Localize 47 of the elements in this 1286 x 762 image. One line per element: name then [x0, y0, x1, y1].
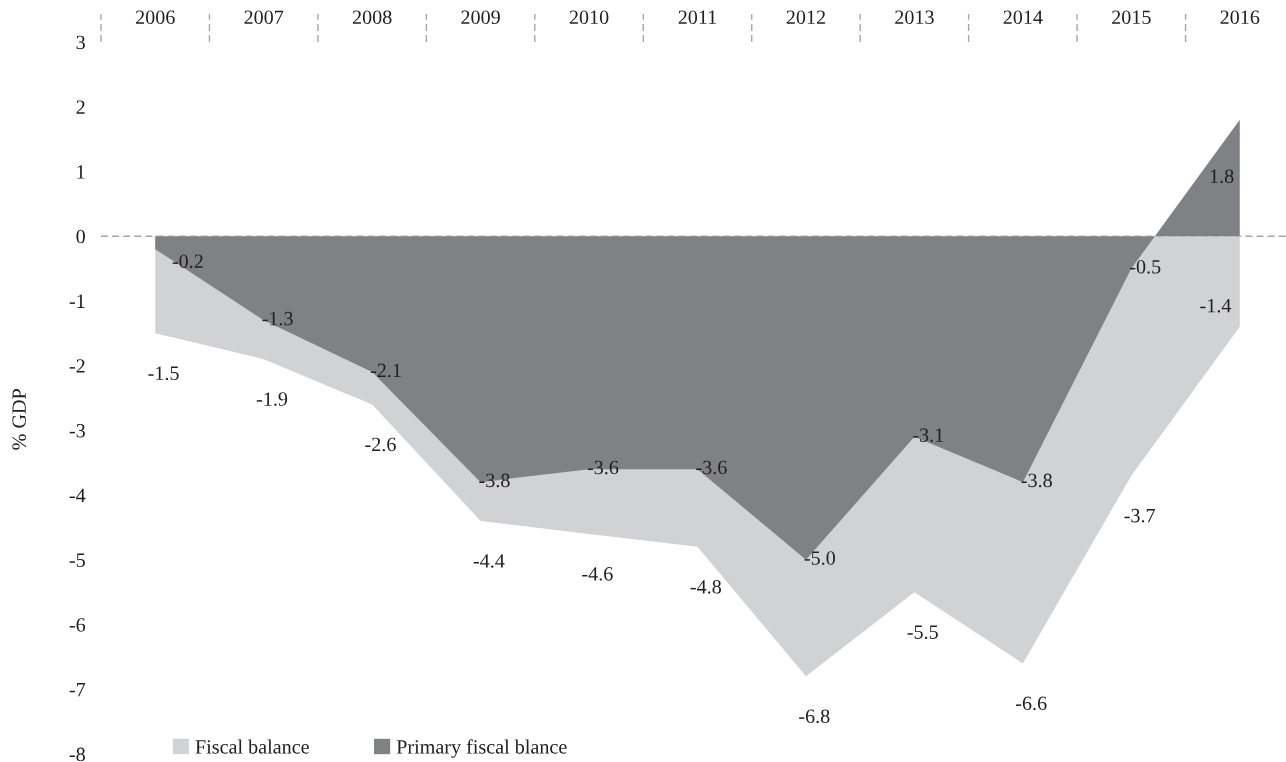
data-label: 1.8	[1210, 169, 1234, 184]
y-tick-label: -7	[69, 683, 86, 697]
x-tick-label: 2006	[135, 10, 175, 25]
x-tick-label: 2016	[1220, 10, 1260, 25]
legend-label: Fiscal balance	[195, 739, 309, 754]
x-tick-label: 2012	[786, 10, 825, 25]
y-tick-label: -2	[69, 359, 85, 373]
data-label: -6.8	[799, 709, 830, 724]
y-tick-label: 1	[77, 165, 85, 179]
data-label: -0.5	[1130, 260, 1161, 274]
x-tick-label: 2011	[678, 10, 717, 25]
y-axis-title: % GDP	[12, 389, 26, 450]
legend-label: Primary fiscal blance	[396, 739, 567, 758]
data-label: -4.4	[473, 554, 505, 568]
data-label: -4.8	[690, 579, 722, 594]
data-label: -0.2	[172, 254, 203, 269]
x-tick-label: 2010	[569, 10, 609, 25]
data-label: -5.5	[907, 625, 938, 639]
x-tick-label: 2009	[461, 10, 500, 25]
data-label: -2.1	[370, 363, 401, 378]
data-label: -1.4	[1200, 298, 1232, 313]
y-tick-label: -3	[69, 424, 85, 438]
y-tick-label: -1	[69, 294, 85, 308]
y-tick-label: 3	[76, 35, 85, 50]
data-label: -3.6	[696, 460, 727, 475]
y-tick-label: 0	[76, 229, 85, 244]
data-label: -4.6	[582, 567, 613, 581]
x-tick-label: 2008	[352, 10, 392, 25]
y-tick-label: -6	[69, 618, 86, 632]
x-tick-label: 2014	[1003, 10, 1043, 25]
y-tick-label: -4	[69, 488, 86, 503]
x-tick-label: 2007	[244, 10, 284, 25]
data-label: -5.0	[804, 551, 836, 565]
data-label: -1.9	[256, 392, 288, 406]
data-label: -3.1	[913, 428, 944, 442]
x-tick-label: 2013	[895, 10, 934, 25]
data-label: -2.6	[365, 437, 396, 452]
y-tick-label: -8	[69, 747, 85, 762]
data-label: -1.5	[148, 366, 179, 381]
data-label: -3.7	[1124, 508, 1156, 523]
data-label: -3.8	[479, 473, 510, 488]
y-tick-label: 2	[76, 100, 85, 114]
data-label: -1.3	[262, 311, 293, 326]
data-label: -6.6	[1016, 696, 1047, 711]
data-label: -3.8	[1021, 473, 1052, 488]
y-tick-label: -5	[69, 553, 85, 567]
x-tick-label: 2015	[1112, 10, 1151, 25]
